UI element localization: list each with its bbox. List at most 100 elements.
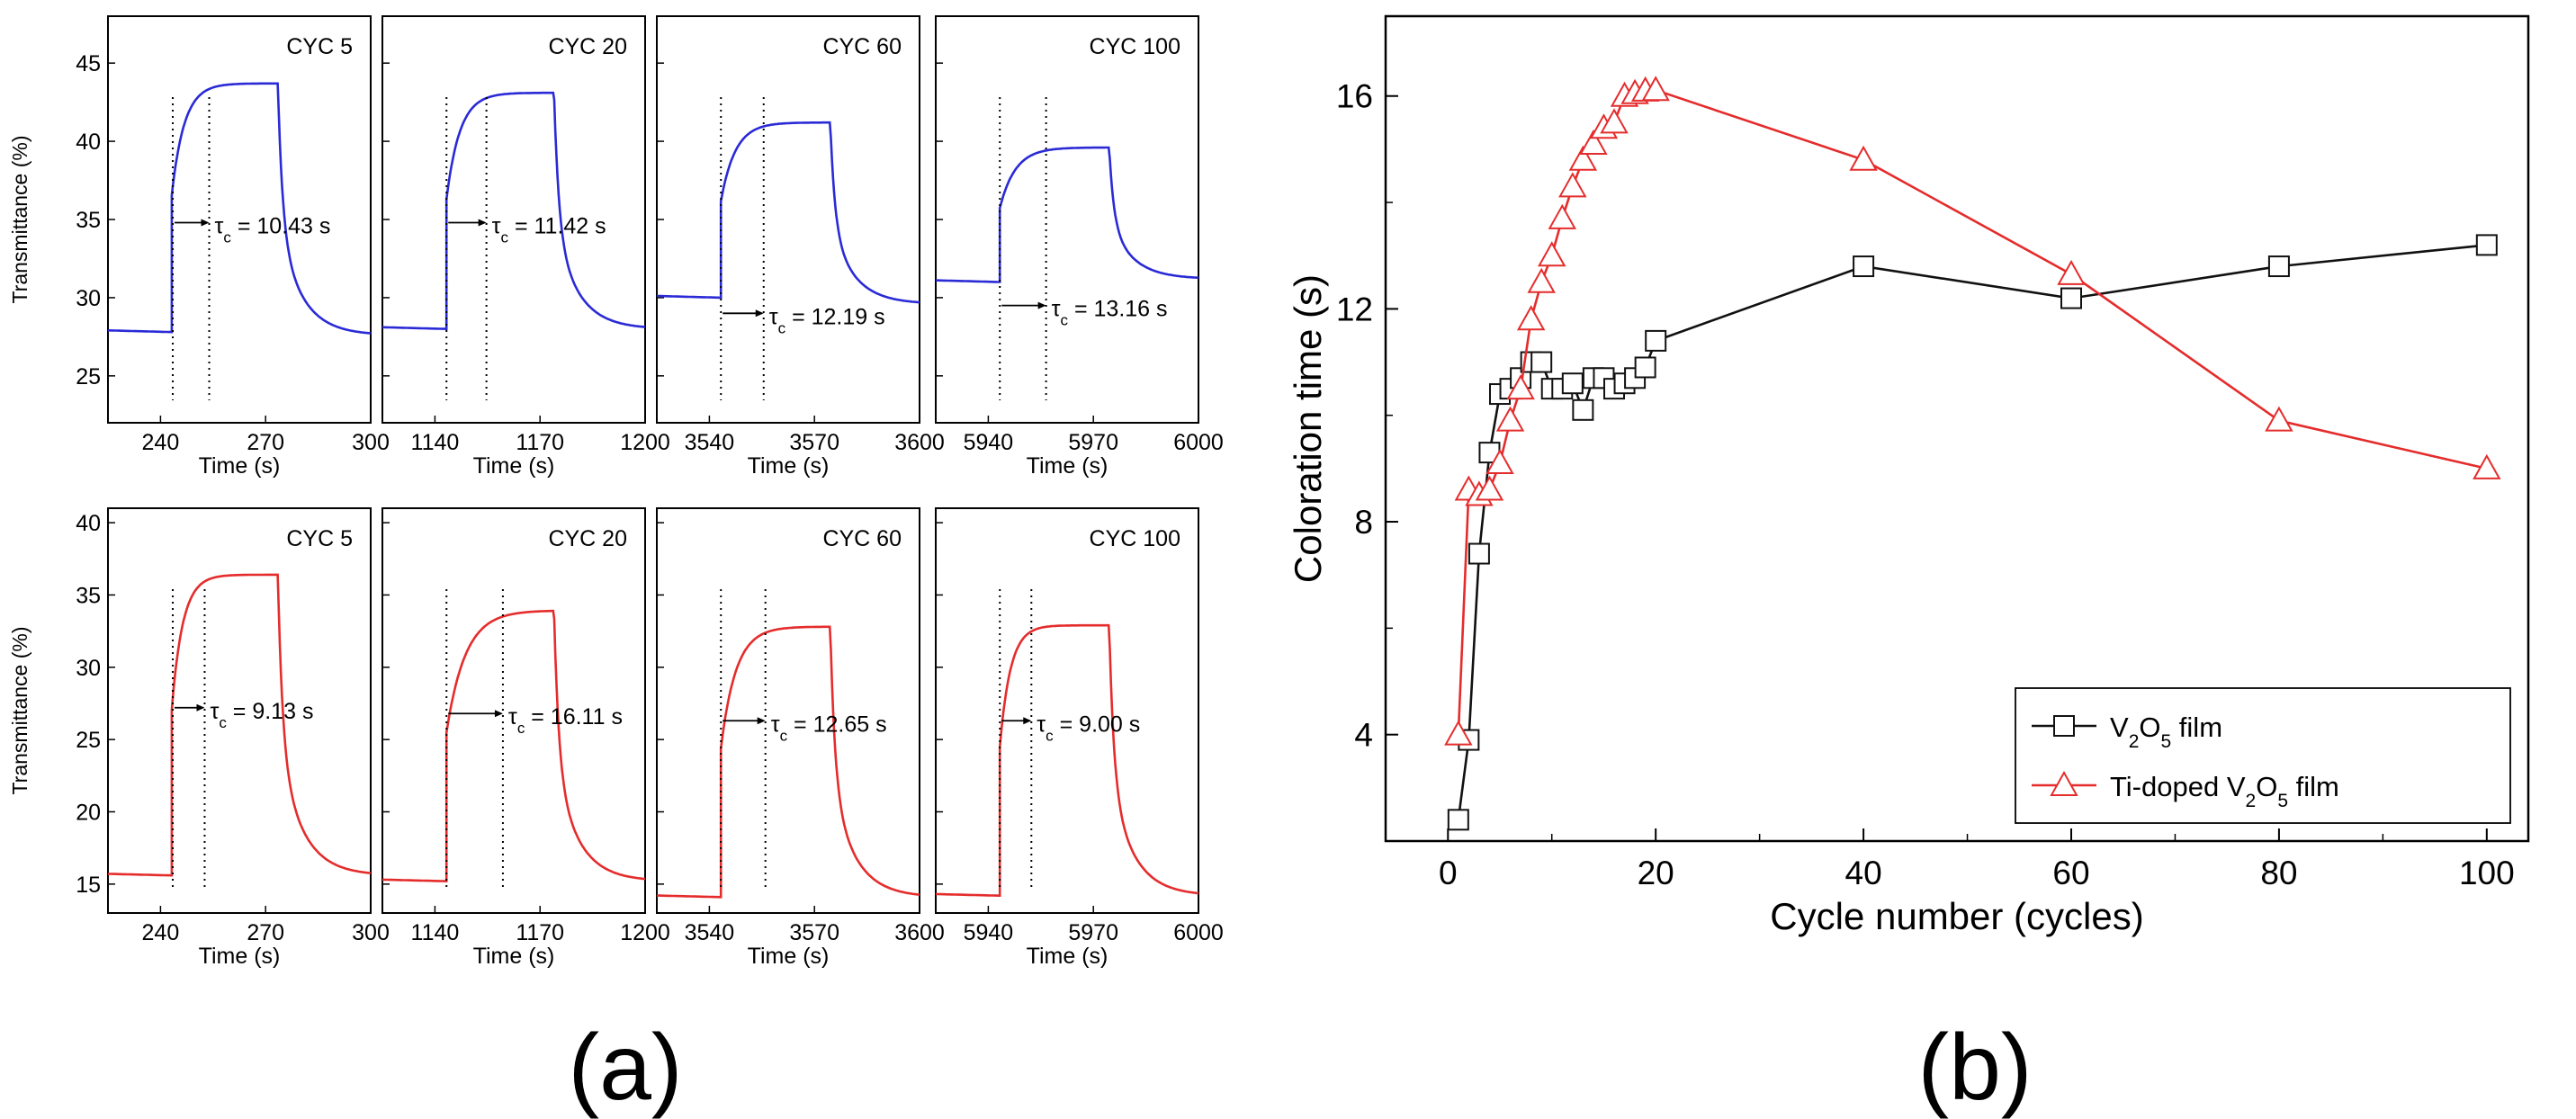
subplot-title: CYC 100 bbox=[1090, 526, 1180, 551]
series-v2o5 bbox=[1447, 234, 2498, 831]
x-tick-label: 5970 bbox=[1068, 920, 1118, 945]
data-point bbox=[1468, 542, 1490, 565]
plot-frame bbox=[1384, 14, 2530, 843]
subplot-title: CYC 20 bbox=[548, 526, 627, 551]
subplot-0-0: 25 30 35 40 45 240 270 300 Time (s) CYC 5 τc = 10.… bbox=[76, 15, 390, 479]
x-axis-label: Time (s) bbox=[473, 944, 555, 969]
y-tick-label: 35 bbox=[76, 583, 101, 608]
tau-annotation: τc = 13.16 s bbox=[1052, 297, 1168, 329]
tau-annotation: τc = 16.11 s bbox=[508, 704, 623, 737]
subplot-frame bbox=[935, 507, 1199, 914]
x-tick-label: 1200 bbox=[620, 920, 670, 945]
data-point bbox=[1641, 76, 1670, 102]
x-tick-label: 1140 bbox=[411, 430, 460, 455]
panel-b-label: (b) bbox=[1917, 1016, 2032, 1119]
x-tick-label: 6000 bbox=[1173, 920, 1224, 945]
x-tick-label: 300 bbox=[352, 430, 390, 455]
tau-arrowhead bbox=[1037, 301, 1046, 309]
subplot-1-1: 1140 1170 1200 Time (s) CYC 20 τc = 16.11 s bbox=[381, 507, 670, 969]
subplot-1-3: 5940 5970 6000 Time (s) CYC 100 τc = 9.00 s bbox=[935, 507, 1224, 969]
x-axis-label: Cycle number (cycles) bbox=[1770, 895, 2143, 937]
subplot-1-2: 3540 3570 3600 Time (s) CYC 60 τc = 12.65 s bbox=[656, 507, 945, 969]
tau-annotation: τc = 9.13 s bbox=[210, 699, 313, 731]
subplot-title: CYC 100 bbox=[1090, 34, 1180, 59]
x-tick-label: 240 bbox=[142, 430, 180, 455]
data-point bbox=[1516, 305, 1546, 331]
series-ti-doped-v2o5 bbox=[1444, 76, 2501, 746]
x-tick-label: 100 bbox=[2459, 855, 2515, 891]
tau-arrowhead bbox=[1023, 717, 1032, 725]
y-tick-label: 30 bbox=[76, 656, 101, 681]
data-point bbox=[1572, 398, 1594, 421]
x-tick-label: 60 bbox=[2052, 855, 2089, 891]
data-point bbox=[1548, 203, 1576, 229]
transmittance-curve bbox=[935, 146, 1199, 283]
subplot-1-0: 15 20 25 30 35 40 240 270 300 Time (s) CYC 5 τc = 9… bbox=[76, 507, 390, 969]
subplot-0-1: 1140 1170 1200 Time (s) CYC 20 τc = 11.42 s bbox=[381, 15, 670, 479]
x-axis-label: Time (s) bbox=[1027, 453, 1108, 479]
data-point bbox=[1558, 172, 1587, 198]
tau-annotation: τc = 12.65 s bbox=[771, 712, 887, 744]
panel-b: 0 20 40 60 80 100 4 8 12 16 Cycle number (cycles) C… bbox=[1287, 14, 2530, 937]
tau-arrowhead bbox=[201, 219, 210, 227]
x-tick-label: 6000 bbox=[1173, 430, 1224, 455]
data-point bbox=[1530, 351, 1553, 373]
transmittance-curve bbox=[108, 573, 372, 877]
tau-annotation: τc = 9.00 s bbox=[1037, 712, 1140, 744]
legend: V2O5 film Ti-doped V2O5 film bbox=[2015, 687, 2511, 824]
y-tick-label: 20 bbox=[76, 801, 101, 826]
y-tick-label: 45 bbox=[76, 51, 101, 76]
data-point bbox=[1579, 129, 1608, 155]
tau-arrowhead bbox=[757, 717, 766, 725]
subplot-title: CYC 60 bbox=[822, 526, 902, 551]
x-axis-label: Time (s) bbox=[1027, 944, 1108, 969]
x-tick-label: 240 bbox=[142, 920, 180, 945]
x-tick-label: 0 bbox=[1439, 855, 1458, 891]
y-tick-label: 8 bbox=[1354, 504, 1373, 541]
legend-entry: V2O5 film bbox=[2110, 712, 2222, 752]
legend-entry: Ti-doped V2O5 film bbox=[2110, 771, 2339, 811]
subplot-0-3: 5940 5970 6000 Time (s) CYC 100 τc = 13.16 s bbox=[935, 15, 1224, 479]
x-tick-label: 3600 bbox=[894, 430, 945, 455]
x-tick-label: 3600 bbox=[894, 920, 945, 945]
data-point bbox=[1645, 329, 1667, 352]
tau-annotation: τc = 10.43 s bbox=[215, 213, 331, 246]
y-tick-label: 35 bbox=[76, 208, 101, 233]
x-tick-label: 20 bbox=[1638, 855, 1674, 891]
y-tick-label: 25 bbox=[76, 728, 101, 753]
data-point bbox=[1475, 475, 1504, 501]
data-point bbox=[1600, 108, 1629, 134]
a-ylabel-1: Transmittance (%) bbox=[8, 626, 31, 794]
x-tick-label: 270 bbox=[247, 430, 284, 455]
x-tick-label: 3540 bbox=[685, 430, 735, 455]
data-point bbox=[1495, 406, 1525, 432]
x-tick-label: 5940 bbox=[964, 920, 1014, 945]
transmittance-curve bbox=[657, 121, 920, 304]
x-axis-label: Time (s) bbox=[748, 453, 830, 479]
subplot-title: CYC 60 bbox=[822, 34, 902, 59]
x-tick-label: 5970 bbox=[1068, 430, 1118, 455]
subplot-frame bbox=[935, 15, 1199, 424]
x-tick-label: 80 bbox=[2260, 855, 2297, 891]
x-tick-label: 1140 bbox=[411, 920, 460, 945]
tau-arrowhead bbox=[494, 710, 503, 718]
tau-arrowhead bbox=[196, 703, 205, 712]
x-tick-label: 3570 bbox=[789, 920, 839, 945]
y-tick-label: 12 bbox=[1336, 291, 1373, 327]
x-tick-label: 5940 bbox=[964, 430, 1014, 455]
transmittance-curve bbox=[657, 625, 920, 899]
data-point bbox=[1506, 374, 1535, 400]
x-tick-label: 1170 bbox=[516, 430, 564, 455]
subplot-title: CYC 5 bbox=[286, 34, 353, 59]
y-tick-label: 40 bbox=[76, 511, 101, 536]
subplot-title: CYC 5 bbox=[286, 526, 353, 551]
data-point bbox=[1447, 809, 1469, 831]
data-point bbox=[1568, 145, 1598, 171]
data-point bbox=[1485, 448, 1514, 474]
subplot-frame bbox=[381, 507, 646, 914]
subplot-title: CYC 20 bbox=[548, 34, 627, 59]
y-tick-label: 40 bbox=[76, 130, 101, 155]
subplot-0-2: 3540 3570 3600 Time (s) CYC 60 τc = 12.19 s bbox=[656, 15, 945, 479]
